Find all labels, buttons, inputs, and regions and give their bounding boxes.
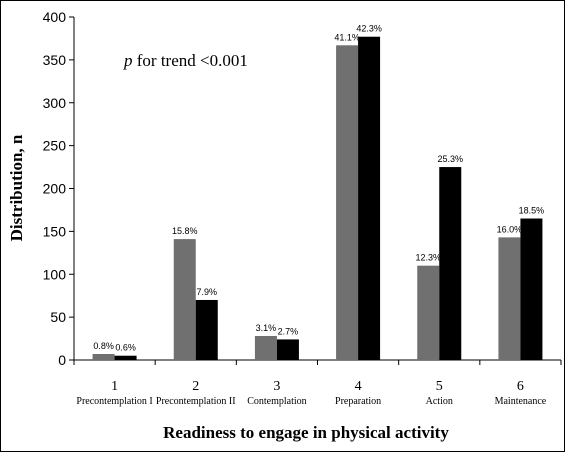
bar xyxy=(417,265,440,360)
bar xyxy=(173,239,196,360)
category-name: Maintenance xyxy=(495,396,547,407)
bar xyxy=(336,45,359,361)
category-number: 2 xyxy=(192,379,199,394)
x-axis-categories: 1 Precontemplation I 2 Precontemplation II 3… xyxy=(73,360,562,407)
category-name: Precontemplation II xyxy=(156,396,236,407)
bar xyxy=(520,218,543,360)
data-label: 16.0% xyxy=(497,224,523,234)
bar xyxy=(276,339,299,360)
data-label: 0.8% xyxy=(93,341,114,351)
bar xyxy=(92,353,115,360)
data-label: 25.3% xyxy=(437,154,463,164)
annotation-text: for trend <0.001 xyxy=(133,51,248,70)
x-axis-label: Readiness to engage in physical activity xyxy=(163,423,449,442)
y-tick-label: 100 xyxy=(43,266,67,282)
y-axis-ticks: 0 50 100 150 200 250 300 350 400 xyxy=(43,9,74,368)
bar xyxy=(358,36,381,360)
bar xyxy=(498,237,521,360)
annotation-italic: p xyxy=(123,51,133,70)
data-label: 41.1% xyxy=(334,32,360,42)
data-label: 0.6% xyxy=(115,343,136,353)
category-number: 1 xyxy=(111,379,118,394)
bar xyxy=(254,335,277,360)
data-label: 12.3% xyxy=(415,253,441,263)
y-axis-label: Distribution, n xyxy=(7,134,26,241)
bar xyxy=(195,299,218,360)
y-tick-label: 200 xyxy=(43,181,67,197)
y-tick-label: 400 xyxy=(43,9,67,25)
y-tick-label: 0 xyxy=(58,352,66,368)
data-label: 15.8% xyxy=(172,226,198,236)
category-name: Action xyxy=(426,396,453,407)
y-tick-label: 350 xyxy=(43,52,67,68)
y-tick-label: 300 xyxy=(43,95,67,111)
category-number: 5 xyxy=(436,379,443,394)
trend-annotation: p for trend <0.001 xyxy=(123,51,248,70)
category-name: Contemplation xyxy=(247,396,306,407)
data-label: 2.7% xyxy=(278,326,299,336)
bars: 0.8% 0.6% 15.8% 7.9% 3.1% 2.7% 41.1%42.3% 12.3%… xyxy=(92,24,545,361)
data-label: 18.5% xyxy=(519,206,545,216)
data-label: 3.1% xyxy=(256,323,277,333)
bar xyxy=(114,355,137,360)
data-label: 7.9% xyxy=(196,287,217,297)
category-number: 4 xyxy=(355,379,362,394)
category-number: 6 xyxy=(517,379,524,394)
y-tick-label: 150 xyxy=(43,223,67,239)
y-tick-label: 50 xyxy=(50,309,66,325)
category-number: 3 xyxy=(273,379,280,394)
y-tick-label: 250 xyxy=(43,138,67,154)
category-name: Preparation xyxy=(335,396,381,407)
bar xyxy=(439,167,462,360)
data-label: 42.3% xyxy=(356,24,382,34)
category-name: Precontemplation I xyxy=(76,396,152,407)
